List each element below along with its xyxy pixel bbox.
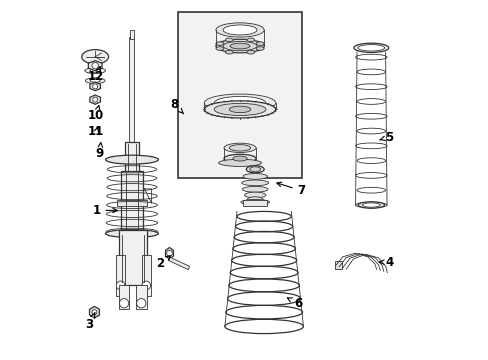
Ellipse shape <box>353 43 388 53</box>
Bar <box>130 30 134 39</box>
Polygon shape <box>165 248 173 259</box>
Ellipse shape <box>224 143 256 153</box>
Bar <box>136 285 146 309</box>
Ellipse shape <box>225 38 233 42</box>
Ellipse shape <box>242 180 268 186</box>
Text: 4: 4 <box>379 256 392 269</box>
Text: 5: 5 <box>379 131 392 144</box>
Ellipse shape <box>230 43 249 49</box>
Ellipse shape <box>362 203 380 207</box>
Ellipse shape <box>246 50 254 54</box>
Circle shape <box>92 63 98 69</box>
Ellipse shape <box>216 39 264 53</box>
Bar <box>119 285 129 309</box>
Text: 3: 3 <box>85 313 95 331</box>
Ellipse shape <box>216 47 224 50</box>
Ellipse shape <box>246 197 263 203</box>
Circle shape <box>136 298 145 308</box>
Ellipse shape <box>84 68 105 73</box>
Text: 8: 8 <box>170 99 183 114</box>
Ellipse shape <box>204 101 275 118</box>
Ellipse shape <box>216 23 264 37</box>
Ellipse shape <box>256 42 264 45</box>
Text: 12: 12 <box>88 67 104 83</box>
Circle shape <box>93 84 98 89</box>
Circle shape <box>119 298 128 308</box>
Ellipse shape <box>242 186 267 192</box>
Ellipse shape <box>223 41 257 51</box>
Ellipse shape <box>256 47 264 50</box>
Ellipse shape <box>232 156 246 161</box>
Ellipse shape <box>243 174 267 179</box>
Circle shape <box>166 250 172 256</box>
FancyArrow shape <box>168 257 189 270</box>
Polygon shape <box>90 82 100 91</box>
Ellipse shape <box>223 25 257 35</box>
Ellipse shape <box>204 94 275 112</box>
Ellipse shape <box>229 106 250 113</box>
Ellipse shape <box>357 45 384 51</box>
Ellipse shape <box>218 159 261 166</box>
Bar <box>117 201 147 206</box>
Text: 7: 7 <box>276 182 305 197</box>
Ellipse shape <box>224 154 256 163</box>
Ellipse shape <box>246 38 254 42</box>
Polygon shape <box>89 306 99 318</box>
Ellipse shape <box>214 96 265 109</box>
Bar <box>142 255 150 296</box>
Ellipse shape <box>241 199 269 205</box>
Circle shape <box>142 281 150 290</box>
Bar <box>116 255 124 296</box>
Ellipse shape <box>229 145 250 151</box>
Ellipse shape <box>357 202 384 208</box>
Bar <box>178 12 301 178</box>
Text: 10: 10 <box>88 105 104 122</box>
Bar <box>334 261 341 269</box>
Text: 11: 11 <box>88 125 104 138</box>
Bar <box>121 171 142 230</box>
Ellipse shape <box>85 78 105 84</box>
Ellipse shape <box>244 192 265 198</box>
Ellipse shape <box>105 155 158 164</box>
Ellipse shape <box>105 230 158 238</box>
Circle shape <box>116 281 124 290</box>
Bar <box>243 200 267 206</box>
Ellipse shape <box>90 69 100 72</box>
Circle shape <box>92 310 97 315</box>
Text: 1: 1 <box>92 204 117 217</box>
Ellipse shape <box>90 79 100 82</box>
Bar <box>129 37 134 144</box>
Polygon shape <box>88 61 102 71</box>
Text: 6: 6 <box>287 297 302 310</box>
Polygon shape <box>90 95 100 104</box>
Circle shape <box>93 97 98 102</box>
Ellipse shape <box>249 167 260 172</box>
Ellipse shape <box>81 50 108 64</box>
Bar <box>124 143 139 173</box>
Bar <box>119 230 147 285</box>
Ellipse shape <box>214 103 265 116</box>
Text: 2: 2 <box>156 256 170 270</box>
Ellipse shape <box>225 50 233 54</box>
Text: 9: 9 <box>96 143 104 160</box>
Ellipse shape <box>216 42 224 45</box>
Ellipse shape <box>246 166 264 173</box>
